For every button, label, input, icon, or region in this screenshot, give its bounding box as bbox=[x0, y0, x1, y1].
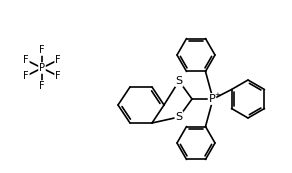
Text: P: P bbox=[208, 94, 215, 104]
Text: P: P bbox=[39, 63, 45, 73]
Text: S: S bbox=[175, 76, 182, 86]
Text: F: F bbox=[39, 81, 45, 91]
Text: F: F bbox=[55, 55, 61, 65]
Text: F: F bbox=[55, 71, 61, 81]
Text: F: F bbox=[23, 71, 29, 81]
Text: S: S bbox=[175, 112, 182, 122]
Text: F: F bbox=[23, 55, 29, 65]
Text: F: F bbox=[39, 45, 45, 55]
Text: +: + bbox=[214, 92, 220, 98]
